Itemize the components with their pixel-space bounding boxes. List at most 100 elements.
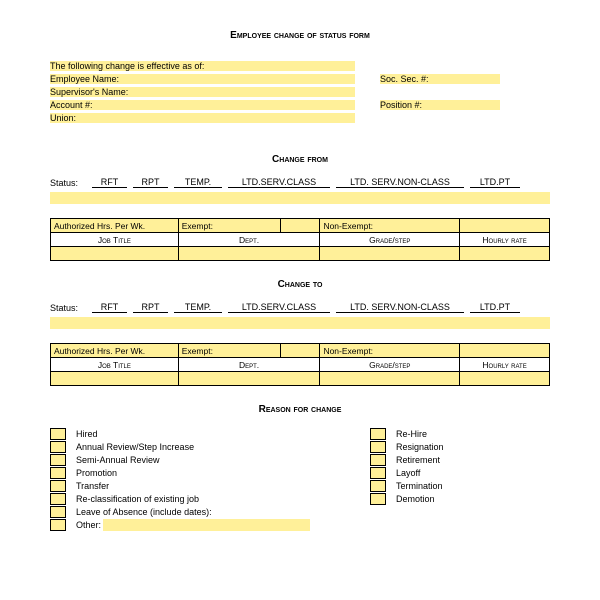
reason-label: Transfer bbox=[76, 481, 109, 491]
change-from-table: Authorized Hrs. Per Wk. Exempt: Non-Exem… bbox=[50, 218, 550, 261]
job-title-input[interactable] bbox=[51, 247, 179, 261]
reason-label: Re-classification of existing job bbox=[76, 494, 199, 504]
exempt-blank[interactable] bbox=[280, 219, 320, 233]
reason-row: Leave of Absence (include dates): bbox=[50, 505, 310, 518]
union-field[interactable]: Union: bbox=[50, 113, 355, 123]
reason-label: Demotion bbox=[396, 494, 435, 504]
soc-sec-field[interactable]: Soc. Sec. #: bbox=[380, 74, 500, 84]
checkbox[interactable] bbox=[50, 428, 66, 440]
grade-input[interactable] bbox=[320, 372, 460, 386]
checkbox[interactable] bbox=[50, 493, 66, 505]
status-strip-to bbox=[50, 317, 550, 329]
reason-label: Retirement bbox=[396, 455, 440, 465]
checkbox[interactable] bbox=[370, 480, 386, 492]
reason-label: Semi-Annual Review bbox=[76, 455, 160, 465]
checkbox[interactable] bbox=[370, 493, 386, 505]
status-strip-from bbox=[50, 192, 550, 204]
reason-label: Hired bbox=[76, 429, 98, 439]
reason-left-column: Hired Annual Review/Step Increase Semi-Ann… bbox=[50, 427, 310, 531]
account-field[interactable]: Account #: bbox=[50, 100, 355, 110]
reason-row: Hired bbox=[50, 427, 310, 440]
exempt-cell[interactable]: Exempt: bbox=[178, 219, 280, 233]
status-temp[interactable]: TEMP. bbox=[174, 302, 222, 313]
reason-row: Transfer bbox=[50, 479, 310, 492]
reason-row: Resignation bbox=[370, 440, 444, 453]
position-field[interactable]: Position #: bbox=[380, 100, 500, 110]
reason-right-column: Re-Hire Resignation Retirement Layoff Termin… bbox=[370, 427, 444, 531]
reason-row: Demotion bbox=[370, 492, 444, 505]
reason-label: Resignation bbox=[396, 442, 444, 452]
checkbox[interactable] bbox=[50, 519, 66, 531]
header-block: The following change is effective as of:… bbox=[50, 59, 550, 124]
reason-label: Promotion bbox=[76, 468, 117, 478]
status-ltd-nonclass[interactable]: LTD. SERV.NON-CLASS bbox=[336, 302, 464, 313]
job-title-cell: Job Title bbox=[51, 233, 179, 247]
change-to-title: Change to bbox=[50, 279, 550, 290]
change-to-table: Authorized Hrs. Per Wk. Exempt: Non-Exem… bbox=[50, 343, 550, 386]
reason-row: Other: bbox=[50, 518, 310, 531]
change-from-title: Change from bbox=[50, 154, 550, 165]
grade-cell: Grade/step bbox=[320, 358, 460, 372]
grade-cell: Grade/step bbox=[320, 233, 460, 247]
status-rpt[interactable]: RPT bbox=[133, 177, 168, 188]
status-ltd-class[interactable]: LTD.SERV.CLASS bbox=[228, 177, 330, 188]
reason-label: Re-Hire bbox=[396, 429, 427, 439]
reason-title: Reason for change bbox=[50, 404, 550, 415]
status-ltd-nonclass[interactable]: LTD. SERV.NON-CLASS bbox=[336, 177, 464, 188]
status-label: Status: bbox=[50, 303, 92, 313]
reason-label: Termination bbox=[396, 481, 443, 491]
exempt-blank[interactable] bbox=[280, 344, 320, 358]
reason-label: Other: bbox=[76, 520, 101, 530]
status-ltd-pt[interactable]: LTD.PT bbox=[470, 177, 520, 188]
checkbox[interactable] bbox=[50, 467, 66, 479]
status-temp[interactable]: TEMP. bbox=[174, 177, 222, 188]
checkbox[interactable] bbox=[370, 467, 386, 479]
hourly-cell: Hourly rate bbox=[460, 358, 550, 372]
reason-label: Leave of Absence (include dates): bbox=[76, 507, 212, 517]
nonexempt-cell[interactable]: Non-Exempt: bbox=[320, 344, 460, 358]
status-ltd-pt[interactable]: LTD.PT bbox=[470, 302, 520, 313]
status-row-from: Status: RFT RPT TEMP. LTD.SERV.CLASS LTD… bbox=[50, 177, 550, 188]
reason-section: Hired Annual Review/Step Increase Semi-Ann… bbox=[50, 427, 550, 531]
form-title: Employee change of status form bbox=[50, 30, 550, 41]
dept-input[interactable] bbox=[178, 247, 320, 261]
employee-name-field[interactable]: Employee Name: bbox=[50, 74, 355, 84]
dept-cell: Dept. bbox=[178, 358, 320, 372]
reason-row: Semi-Annual Review bbox=[50, 453, 310, 466]
dept-input[interactable] bbox=[178, 372, 320, 386]
reason-row: Layoff bbox=[370, 466, 444, 479]
reason-row: Re-classification of existing job bbox=[50, 492, 310, 505]
status-rft[interactable]: RFT bbox=[92, 302, 127, 313]
status-ltd-class[interactable]: LTD.SERV.CLASS bbox=[228, 302, 330, 313]
job-title-cell: Job Title bbox=[51, 358, 179, 372]
dept-cell: Dept. bbox=[178, 233, 320, 247]
effective-date-field[interactable]: The following change is effective as of: bbox=[50, 61, 355, 71]
checkbox[interactable] bbox=[50, 480, 66, 492]
checkbox[interactable] bbox=[370, 454, 386, 466]
supervisor-name-field[interactable]: Supervisor's Name: bbox=[50, 87, 355, 97]
status-label: Status: bbox=[50, 178, 92, 188]
checkbox[interactable] bbox=[50, 506, 66, 518]
checkbox[interactable] bbox=[50, 441, 66, 453]
exempt-cell[interactable]: Exempt: bbox=[178, 344, 280, 358]
checkbox[interactable] bbox=[370, 441, 386, 453]
auth-hrs-cell[interactable]: Authorized Hrs. Per Wk. bbox=[51, 219, 179, 233]
status-rpt[interactable]: RPT bbox=[133, 302, 168, 313]
reason-label: Annual Review/Step Increase bbox=[76, 442, 194, 452]
reason-row: Termination bbox=[370, 479, 444, 492]
checkbox[interactable] bbox=[370, 428, 386, 440]
grade-input[interactable] bbox=[320, 247, 460, 261]
nonexempt-blank[interactable] bbox=[460, 344, 550, 358]
nonexempt-blank[interactable] bbox=[460, 219, 550, 233]
reason-row: Re-Hire bbox=[370, 427, 444, 440]
job-title-input[interactable] bbox=[51, 372, 179, 386]
hourly-cell: Hourly rate bbox=[460, 233, 550, 247]
nonexempt-cell[interactable]: Non-Exempt: bbox=[320, 219, 460, 233]
reason-label: Layoff bbox=[396, 468, 420, 478]
status-rft[interactable]: RFT bbox=[92, 177, 127, 188]
hourly-input[interactable] bbox=[460, 372, 550, 386]
checkbox[interactable] bbox=[50, 454, 66, 466]
auth-hrs-cell[interactable]: Authorized Hrs. Per Wk. bbox=[51, 344, 179, 358]
other-input[interactable] bbox=[103, 519, 310, 531]
hourly-input[interactable] bbox=[460, 247, 550, 261]
